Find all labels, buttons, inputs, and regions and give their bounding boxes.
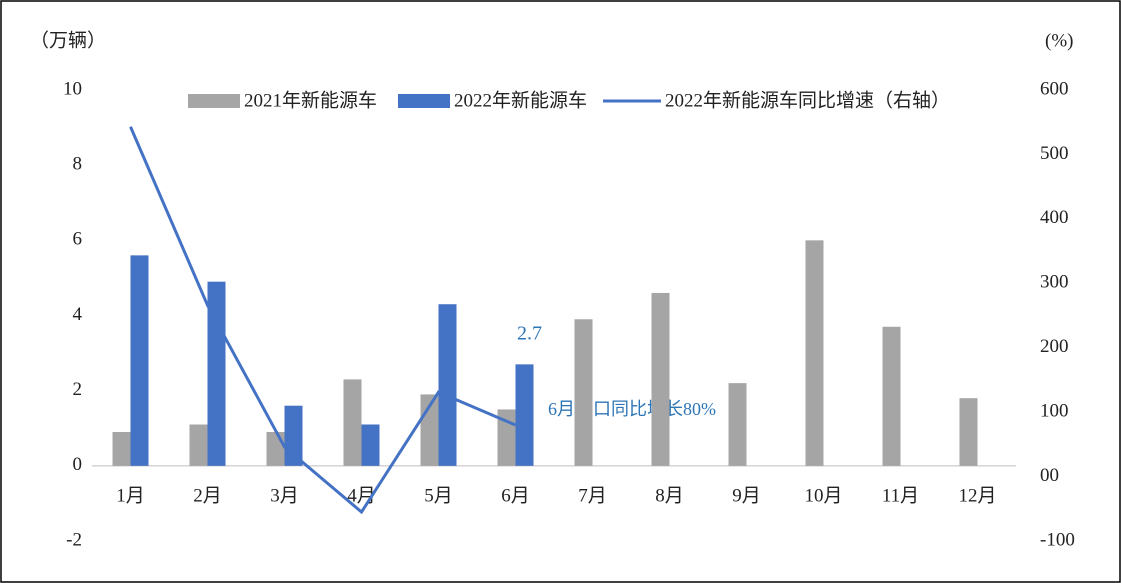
x-tick-label: 11月 bbox=[882, 485, 919, 506]
line bbox=[129, 126, 517, 515]
y-axis-label: （万辆） bbox=[30, 29, 106, 51]
legend-swatch bbox=[188, 94, 240, 108]
legend-label: 2022年新能源车同比增速（右轴） bbox=[665, 89, 950, 111]
x-tick-label: 5月 bbox=[424, 485, 453, 506]
bar bbox=[343, 379, 362, 466]
y2-tick-label: -100 bbox=[1040, 529, 1075, 550]
x-tick-label: 6月 bbox=[501, 485, 530, 506]
bar bbox=[805, 240, 824, 466]
bar bbox=[438, 304, 457, 466]
x-tick-label: 9月 bbox=[732, 485, 761, 506]
x-tick-label: 1月 bbox=[116, 485, 145, 506]
bar bbox=[112, 432, 131, 466]
y2-tick-label: 00 bbox=[1040, 465, 1059, 486]
x-tick-label: 8月 bbox=[655, 485, 684, 506]
y2-tick-label: 400 bbox=[1040, 207, 1069, 228]
bar bbox=[266, 432, 285, 466]
bar bbox=[651, 292, 670, 466]
y-tick-label: 10 bbox=[63, 78, 82, 99]
x-tick-label: 3月 bbox=[270, 485, 299, 506]
bar bbox=[728, 383, 747, 466]
legend-label: 2022年新能源车 bbox=[454, 89, 587, 111]
x-tick-label: 2月 bbox=[193, 485, 222, 506]
y2-axis-label: (%) bbox=[1045, 30, 1073, 51]
y2-tick-label: 600 bbox=[1040, 78, 1069, 99]
y2-tick-label: 300 bbox=[1040, 272, 1069, 293]
bar bbox=[189, 424, 208, 466]
y-tick-label: 0 bbox=[73, 454, 83, 475]
bar bbox=[284, 405, 303, 466]
bar bbox=[361, 424, 380, 466]
y-tick-label: 2 bbox=[73, 379, 83, 400]
annotation: 6月出口同比增长80% bbox=[548, 399, 716, 419]
y-tick-label: 4 bbox=[73, 304, 83, 325]
y2-tick-label: 500 bbox=[1040, 143, 1069, 164]
bar bbox=[130, 255, 149, 466]
x-tick-label: 7月 bbox=[578, 485, 607, 506]
y-tick-label: -2 bbox=[66, 529, 82, 550]
y2-tick-label: 200 bbox=[1040, 336, 1069, 357]
y-tick-label: 8 bbox=[73, 154, 83, 175]
annotation: 2.7 bbox=[517, 323, 542, 345]
legend-swatch bbox=[398, 94, 450, 108]
y-tick-label: 6 bbox=[73, 229, 83, 250]
x-tick-label: 10月 bbox=[804, 485, 842, 506]
y2-tick-label: 100 bbox=[1040, 401, 1069, 422]
bar bbox=[882, 326, 901, 466]
x-tick-label: 12月 bbox=[958, 485, 996, 506]
bar bbox=[574, 319, 593, 466]
bar bbox=[515, 364, 534, 466]
bar bbox=[959, 398, 978, 466]
legend-label: 2021年新能源车 bbox=[244, 89, 377, 111]
